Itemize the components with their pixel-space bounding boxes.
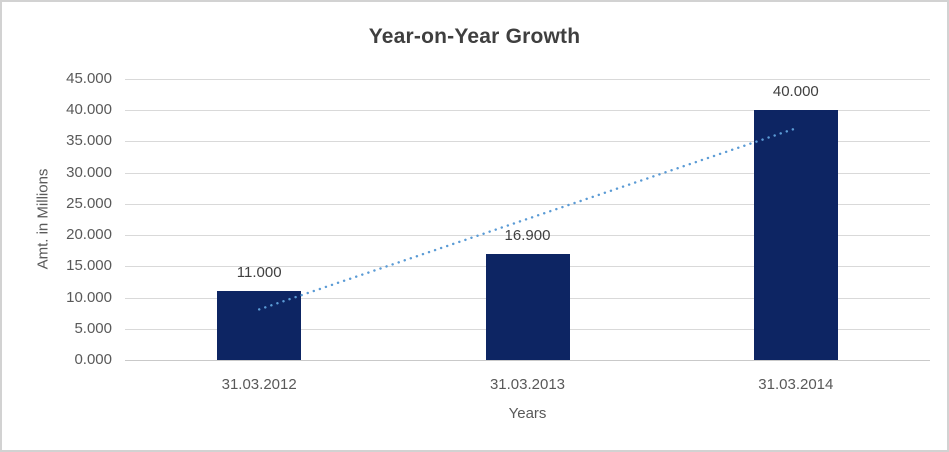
bar-value-label: 16.900 — [504, 227, 551, 245]
gridline — [125, 235, 930, 236]
bar[interactable] — [485, 254, 570, 360]
x-tick-label: 31.03.2013 — [489, 376, 566, 393]
bar[interactable] — [217, 291, 302, 360]
y-tick-label: 20.000 — [66, 226, 112, 244]
y-tick-label: 25.000 — [66, 194, 112, 212]
x-tick-label: 31.03.2014 — [758, 376, 834, 393]
y-tick-label: 0.000 — [74, 351, 112, 368]
x-axis-line — [125, 360, 930, 361]
chart-title: Year-on-Year Growth — [368, 25, 581, 48]
gridline — [125, 110, 930, 111]
gridline — [125, 79, 930, 80]
bar[interactable] — [753, 110, 838, 360]
y-tick-label: 45.000 — [66, 70, 112, 87]
y-tick-label: 5.000 — [74, 319, 112, 337]
bar-value-label: 11.000 — [236, 264, 282, 282]
gridline — [125, 204, 930, 205]
y-tick-label: 10.000 — [66, 288, 112, 306]
trendline[interactable] — [257, 127, 798, 311]
gridline — [125, 141, 930, 142]
y-tick-label: 40.000 — [66, 101, 112, 119]
bar-value-label: 40.000 — [772, 83, 819, 101]
x-tick-label: 31.03.2012 — [221, 376, 297, 393]
y-tick-label: 15.000 — [66, 257, 112, 275]
y-tick-label: 30.000 — [66, 163, 112, 181]
x-axis-title: Years — [508, 405, 547, 422]
y-tick-label: 35.000 — [66, 132, 112, 150]
gridline — [125, 173, 930, 174]
